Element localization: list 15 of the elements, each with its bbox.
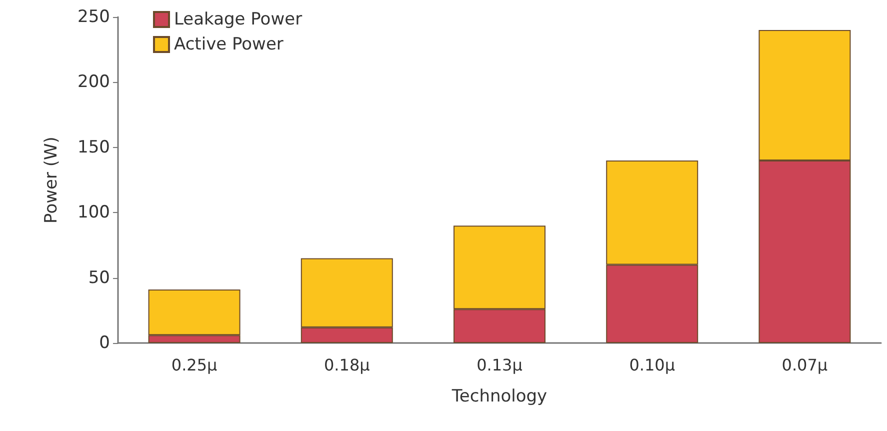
- legend-label: Active Power: [174, 34, 284, 54]
- y-axis-title: Power (W): [42, 136, 62, 224]
- legend-label: Leakage Power: [174, 10, 302, 30]
- y-tick-label: 100: [78, 202, 110, 223]
- x-axis-title: Technology: [450, 386, 548, 406]
- x-tick-label: 0.18μ: [324, 356, 370, 374]
- y-tick-label: 0: [99, 333, 110, 353]
- x-tick-label: 0.13μ: [476, 356, 522, 374]
- y-tick-label: 150: [78, 137, 110, 158]
- x-tick-label: 0.10μ: [629, 356, 676, 374]
- y-tick-label: 250: [78, 7, 110, 27]
- y-tick-label: 50: [88, 268, 110, 288]
- x-tick-label: 0.07μ: [782, 356, 828, 374]
- x-tick-label: 0.25μ: [171, 356, 218, 374]
- y-tick-label: 200: [78, 72, 110, 92]
